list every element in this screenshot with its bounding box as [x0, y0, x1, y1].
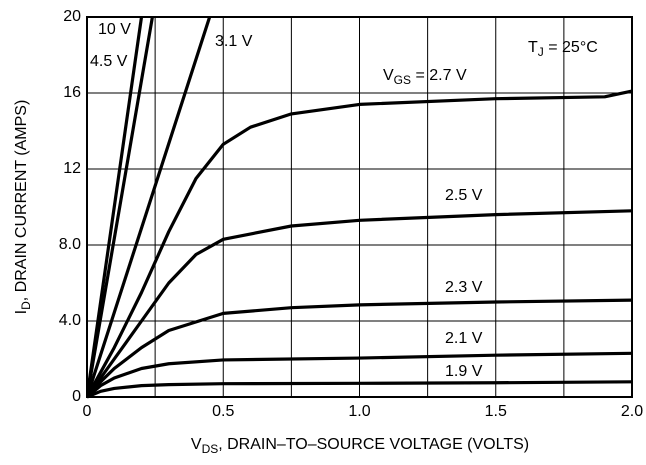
- y-tick-label: 8.0: [59, 236, 81, 253]
- y-tick-label: 4.0: [59, 312, 81, 329]
- label-part: 10 V: [98, 21, 131, 38]
- x-tick-label: 0: [83, 403, 92, 420]
- curve: [87, 351, 633, 399]
- curve: [87, 380, 633, 399]
- x-tick-label: 1.0: [348, 403, 370, 420]
- y-tick-label: 12: [63, 160, 81, 177]
- series-label: VGS = 2.7 V: [383, 67, 467, 87]
- plot-frame: [86, 16, 633, 398]
- label-part: 3.1 V: [215, 33, 253, 50]
- label-part: =: [411, 67, 429, 84]
- curve: [87, 209, 633, 398]
- label-part: 2.5 V: [445, 187, 483, 204]
- series-label: 3.1 V: [215, 33, 253, 50]
- series-label: 2.1 V: [445, 330, 483, 347]
- series-label: 2.5 V: [445, 187, 483, 204]
- y-tick-label: 0: [72, 388, 81, 405]
- series-label: 2.3 V: [445, 279, 483, 296]
- annotation: TJ = 25°C: [528, 39, 598, 59]
- y-tick-label: 16: [63, 84, 81, 101]
- curve: [87, 16, 212, 398]
- curve: [87, 298, 633, 399]
- label-part: 2.1 V: [445, 330, 483, 347]
- curve: [87, 16, 154, 398]
- curve: [87, 89, 633, 398]
- label-part: 2.3 V: [445, 279, 483, 296]
- y-axis-label: ID, DRAIN CURRENT (AMPS): [13, 100, 33, 315]
- x-tick-label: 2.0: [621, 403, 643, 420]
- label-part: 4.5 V: [90, 53, 128, 70]
- series-label: 4.5 V: [90, 53, 128, 70]
- series-label: 10 V: [98, 21, 131, 38]
- x-axis-label: VDS, DRAIN–TO–SOURCE VOLTAGE (VOLTS): [191, 436, 529, 456]
- label-part: 2.7 V: [429, 67, 467, 84]
- label-part: V: [383, 67, 394, 84]
- series-label: 1.9 V: [445, 363, 483, 380]
- label-part: 1.9 V: [445, 363, 483, 380]
- label-part: GS: [394, 73, 411, 87]
- curve: [87, 16, 144, 398]
- x-tick-label: 0.5: [212, 403, 234, 420]
- y-tick-label: 20: [63, 8, 81, 25]
- x-tick-label: 1.5: [485, 403, 507, 420]
